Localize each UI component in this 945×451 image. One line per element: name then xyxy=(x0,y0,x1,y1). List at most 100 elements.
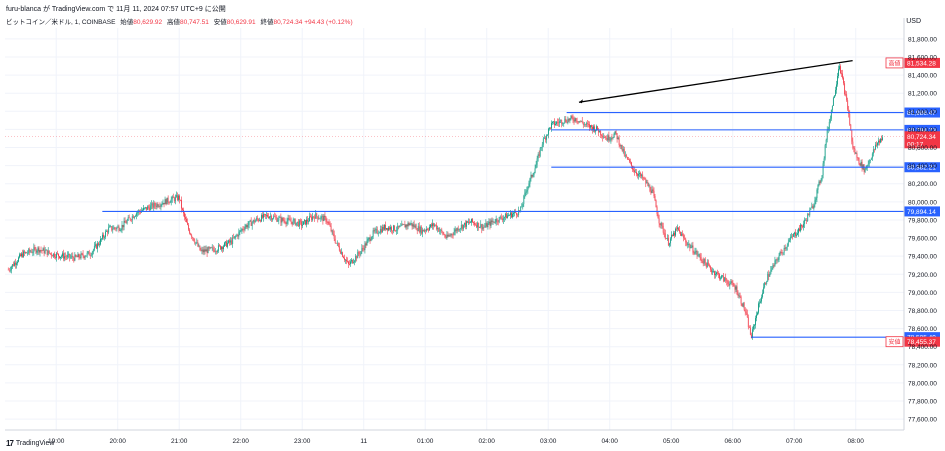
candle-body xyxy=(463,222,465,225)
candle-body xyxy=(494,222,496,224)
candle-body xyxy=(665,238,667,240)
candle-body xyxy=(585,123,587,125)
candle-body xyxy=(840,66,841,74)
candle-body xyxy=(650,190,652,194)
candle-body xyxy=(314,216,316,219)
candle-body xyxy=(631,162,632,166)
candle-body xyxy=(601,134,603,136)
x-tick-label: 01:00 xyxy=(417,438,434,445)
x-tick-label: 08:00 xyxy=(848,438,865,445)
candle-body xyxy=(596,126,597,131)
candle-body xyxy=(95,244,97,249)
candle-body xyxy=(872,149,874,154)
candle-body xyxy=(877,142,878,146)
candle-body xyxy=(381,226,383,233)
candle-body xyxy=(472,218,473,223)
candle-body xyxy=(41,250,43,251)
candle-body xyxy=(306,219,307,225)
candle-body xyxy=(486,223,488,228)
candle-body xyxy=(775,259,777,261)
candle-body xyxy=(191,234,193,238)
candle-body xyxy=(764,282,766,288)
candle-body xyxy=(649,185,651,191)
candle-body xyxy=(231,240,233,244)
candle-body xyxy=(852,141,854,148)
candle-body xyxy=(425,230,426,232)
candle-body xyxy=(744,309,746,312)
candle-body xyxy=(53,253,55,258)
candle-body xyxy=(268,216,269,219)
candle-body xyxy=(457,228,459,231)
candle-body xyxy=(856,153,858,158)
candle-body xyxy=(841,73,842,74)
candle-body xyxy=(582,122,584,125)
session-high-badge xyxy=(885,57,904,69)
candle-body xyxy=(329,224,331,227)
candle-body xyxy=(431,224,432,227)
candle-body xyxy=(867,164,869,166)
candle-body xyxy=(124,220,126,223)
candle-body xyxy=(778,255,780,260)
candle-body xyxy=(491,220,493,223)
candle-body xyxy=(780,252,782,253)
candle-body xyxy=(239,230,241,232)
candle-body xyxy=(351,259,353,262)
candle-body xyxy=(156,203,158,207)
candle-body xyxy=(554,121,555,126)
candle-body xyxy=(356,256,358,259)
candle-body xyxy=(201,249,203,251)
close-value: 80,724.34 xyxy=(273,19,303,26)
candle-body xyxy=(317,216,319,220)
candle-body xyxy=(549,127,550,129)
candle-body xyxy=(538,154,540,156)
candle-body xyxy=(68,253,70,255)
candle-body xyxy=(537,154,539,159)
candle-body xyxy=(100,238,101,245)
candle-body xyxy=(120,229,122,231)
candle-body xyxy=(521,206,523,208)
candle-body xyxy=(365,243,367,246)
candle-body xyxy=(618,137,620,146)
candle-body xyxy=(559,121,561,124)
y-tick-label: 78,600.00 xyxy=(908,326,937,333)
candle-body xyxy=(479,227,481,228)
candle-body xyxy=(462,224,464,229)
candle-body xyxy=(236,234,238,237)
candle-body xyxy=(808,213,810,216)
candle-body xyxy=(278,217,280,221)
candle-body xyxy=(794,232,795,235)
candle-body xyxy=(375,229,377,230)
candle-body xyxy=(353,262,355,264)
candle-body xyxy=(368,237,370,239)
candle-body xyxy=(485,223,487,227)
candle-body xyxy=(57,253,58,254)
candle-body xyxy=(718,273,719,275)
candle-body xyxy=(412,224,414,227)
y-tick-label: 79,400.00 xyxy=(908,254,937,261)
candle-body xyxy=(49,253,51,254)
candle-body xyxy=(772,265,774,268)
candle-body xyxy=(392,230,394,232)
candle-body xyxy=(499,216,501,218)
candle-body xyxy=(857,157,859,159)
candle-body xyxy=(126,220,128,224)
candle-body xyxy=(272,218,274,220)
candle-body xyxy=(101,238,102,240)
candle-body xyxy=(874,144,876,150)
candle-body xyxy=(398,225,400,228)
candle-body xyxy=(508,215,509,216)
candle-body xyxy=(801,224,802,227)
candle-body xyxy=(726,280,728,282)
candle-body xyxy=(781,252,783,254)
candle-body xyxy=(759,302,760,304)
candle-body xyxy=(401,224,403,226)
candle-body xyxy=(719,274,720,279)
x-tick-label: 04:00 xyxy=(602,438,619,445)
candle-body xyxy=(61,256,62,257)
candle-body xyxy=(129,218,131,220)
candle-body xyxy=(646,182,648,184)
candle-body xyxy=(394,225,396,231)
candle-body xyxy=(255,218,257,221)
candle-body xyxy=(26,252,28,254)
